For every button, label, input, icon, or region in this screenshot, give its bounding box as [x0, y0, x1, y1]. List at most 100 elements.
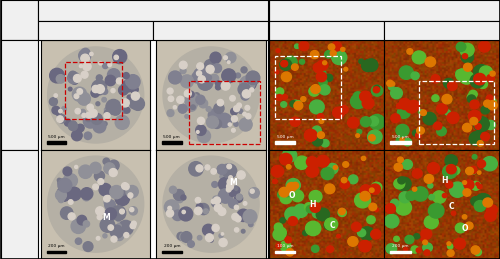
Circle shape: [444, 78, 454, 88]
Circle shape: [227, 164, 232, 169]
Circle shape: [206, 106, 211, 112]
Circle shape: [214, 204, 222, 212]
Circle shape: [227, 178, 234, 186]
Circle shape: [325, 74, 332, 82]
Circle shape: [222, 164, 236, 178]
Circle shape: [93, 120, 106, 133]
Circle shape: [282, 72, 292, 82]
Circle shape: [234, 186, 238, 191]
Circle shape: [184, 90, 192, 97]
Circle shape: [460, 71, 473, 84]
Circle shape: [324, 218, 338, 230]
Circle shape: [332, 50, 347, 64]
Circle shape: [359, 59, 364, 64]
Bar: [65, 62, 122, 119]
Circle shape: [181, 232, 192, 242]
Circle shape: [232, 116, 237, 122]
Circle shape: [246, 71, 260, 85]
Circle shape: [232, 186, 240, 194]
Circle shape: [132, 97, 144, 110]
Circle shape: [294, 156, 308, 169]
Circle shape: [210, 52, 221, 63]
Circle shape: [322, 61, 326, 65]
Circle shape: [390, 88, 402, 99]
Circle shape: [219, 234, 223, 238]
Circle shape: [84, 221, 89, 227]
Circle shape: [334, 166, 338, 169]
Circle shape: [196, 125, 206, 135]
Circle shape: [398, 157, 404, 162]
Circle shape: [50, 68, 64, 83]
Circle shape: [115, 115, 129, 129]
Circle shape: [83, 62, 91, 70]
Circle shape: [236, 73, 240, 78]
Circle shape: [474, 73, 486, 85]
Circle shape: [74, 166, 78, 169]
Circle shape: [354, 193, 370, 208]
Circle shape: [476, 82, 481, 87]
Circle shape: [364, 59, 378, 71]
Circle shape: [204, 60, 216, 71]
Circle shape: [272, 179, 278, 184]
Circle shape: [197, 63, 203, 70]
Circle shape: [342, 177, 347, 183]
Circle shape: [105, 75, 116, 86]
Circle shape: [386, 80, 394, 87]
Circle shape: [206, 75, 212, 81]
Circle shape: [71, 219, 86, 233]
Bar: [189, 81, 260, 144]
Circle shape: [424, 250, 430, 255]
Circle shape: [388, 85, 394, 90]
Circle shape: [276, 243, 281, 248]
Circle shape: [48, 156, 144, 252]
Circle shape: [80, 109, 86, 115]
Circle shape: [360, 117, 371, 127]
Circle shape: [82, 113, 86, 117]
Circle shape: [451, 167, 460, 175]
Circle shape: [192, 165, 198, 172]
Circle shape: [478, 184, 482, 189]
Circle shape: [166, 210, 173, 217]
Circle shape: [400, 138, 404, 142]
Circle shape: [116, 232, 124, 241]
Circle shape: [204, 166, 208, 169]
Circle shape: [98, 179, 103, 184]
Circle shape: [94, 171, 104, 181]
Circle shape: [445, 155, 458, 167]
Circle shape: [176, 196, 183, 203]
Circle shape: [472, 155, 477, 159]
Circle shape: [478, 41, 490, 52]
Circle shape: [87, 104, 94, 111]
Circle shape: [288, 217, 298, 225]
Circle shape: [384, 214, 399, 228]
Circle shape: [198, 117, 204, 124]
Circle shape: [238, 109, 242, 113]
Circle shape: [214, 103, 224, 113]
Circle shape: [446, 182, 452, 188]
Circle shape: [478, 141, 484, 146]
Circle shape: [405, 235, 414, 244]
Circle shape: [218, 178, 232, 191]
Circle shape: [360, 185, 372, 196]
Circle shape: [282, 95, 288, 99]
Circle shape: [370, 229, 381, 239]
Circle shape: [405, 101, 418, 113]
Circle shape: [104, 108, 108, 112]
Circle shape: [196, 95, 205, 104]
Circle shape: [456, 42, 466, 52]
Circle shape: [316, 87, 322, 93]
Circle shape: [396, 177, 411, 191]
Circle shape: [328, 44, 335, 50]
Circle shape: [368, 130, 382, 144]
Circle shape: [462, 123, 471, 132]
Circle shape: [282, 148, 296, 162]
Circle shape: [466, 222, 473, 229]
Circle shape: [468, 93, 475, 101]
Circle shape: [464, 63, 472, 71]
Circle shape: [196, 203, 203, 210]
Circle shape: [132, 92, 140, 100]
Circle shape: [285, 237, 292, 243]
Circle shape: [290, 101, 297, 107]
Circle shape: [86, 117, 91, 122]
Circle shape: [431, 75, 440, 83]
